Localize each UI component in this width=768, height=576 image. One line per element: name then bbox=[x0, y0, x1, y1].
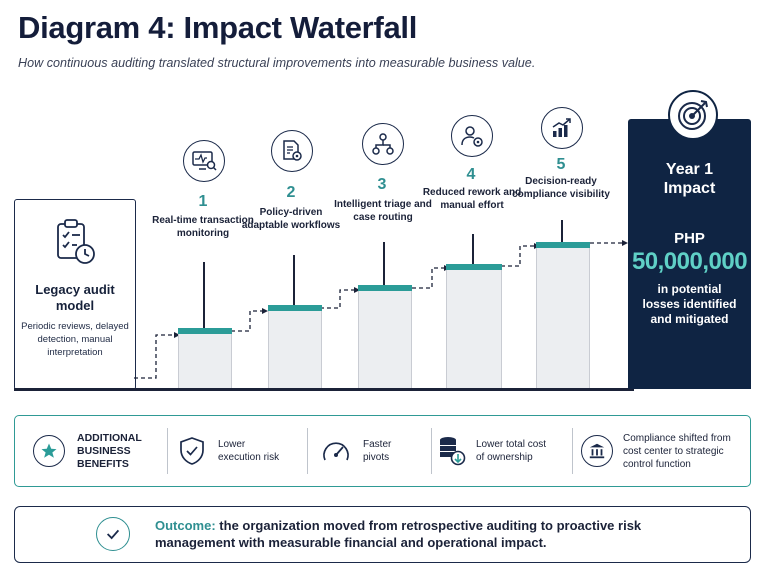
target-icon bbox=[668, 90, 718, 140]
clipboard-clock-icon bbox=[55, 218, 97, 271]
shield-check-icon bbox=[178, 436, 206, 466]
impact-description: in potential losses identified and mitig… bbox=[642, 282, 737, 326]
step-2-bar bbox=[268, 305, 322, 389]
step-2-leader bbox=[293, 255, 295, 305]
divider bbox=[431, 428, 432, 474]
legacy-title: Legacy audit model bbox=[35, 282, 115, 313]
step-3-label: Intelligent triage and case routing bbox=[334, 199, 432, 223]
outcome-text-block: Outcome: the organization moved from ret… bbox=[155, 517, 715, 551]
coins-down-icon bbox=[438, 435, 466, 467]
step-2-label: Policy-driven adaptable workflows bbox=[241, 207, 341, 231]
outcome-text: the organization moved from retrospectiv… bbox=[155, 518, 642, 550]
benefits-heading: ADDITIONAL BUSINESS BENEFITS bbox=[77, 431, 142, 470]
impact-currency: PHP bbox=[674, 230, 705, 247]
step-1-leader bbox=[203, 262, 205, 328]
benefit-item: Compliance shifted from cost center to s… bbox=[581, 416, 746, 486]
step-3-leader bbox=[383, 242, 385, 285]
baseline-axis bbox=[14, 388, 634, 391]
additional-benefits-panel: ADDITIONAL BUSINESS BENEFITS Lower execu… bbox=[14, 415, 751, 487]
step-5-number: 5 bbox=[556, 156, 566, 173]
step-1-number: 1 bbox=[198, 193, 208, 210]
page-title: Diagram 4: Impact Waterfall bbox=[18, 10, 418, 45]
page-subtitle: How continuous auditing translated struc… bbox=[18, 56, 536, 70]
legacy-audit-card: Legacy audit model Periodic reviews, del… bbox=[14, 199, 136, 390]
year-1-impact-panel: Year 1 Impact PHP 50,000,000 in potentia… bbox=[628, 90, 751, 389]
benefit-text: Faster pivots bbox=[363, 439, 392, 463]
monitor-search-icon bbox=[183, 140, 225, 182]
step-5-bar bbox=[536, 242, 590, 389]
person-gear-icon bbox=[451, 115, 493, 157]
step-5-leader bbox=[561, 220, 563, 242]
step-5-label: Decision-ready compliance visibility bbox=[512, 176, 610, 200]
step-4-bar bbox=[446, 264, 502, 389]
institution-icon bbox=[581, 435, 613, 467]
benefit-item: Lower total cost of ownership bbox=[438, 416, 568, 486]
step-1-bar bbox=[178, 328, 232, 389]
benefit-text: Lower total cost of ownership bbox=[476, 439, 547, 463]
speedometer-icon bbox=[321, 438, 351, 464]
star-icon bbox=[33, 435, 65, 467]
divider bbox=[572, 428, 573, 474]
legacy-description: Periodic reviews, delayed detection, man… bbox=[21, 321, 129, 358]
step-1-label: Real-time transaction monitoring bbox=[152, 215, 254, 239]
chart-growth-icon bbox=[541, 107, 583, 149]
outcome-label: Outcome: bbox=[155, 518, 216, 533]
impact-title: Year 1 Impact bbox=[663, 161, 716, 197]
divider bbox=[307, 428, 308, 474]
benefit-text: Compliance shifted from cost center to s… bbox=[623, 432, 731, 470]
step-4-leader bbox=[472, 234, 474, 264]
benefit-item: Faster pivots bbox=[321, 416, 431, 486]
step-4-number: 4 bbox=[466, 166, 476, 183]
step-2-number: 2 bbox=[286, 184, 296, 201]
network-routing-icon bbox=[362, 123, 404, 165]
benefit-item: Lower execution risk bbox=[178, 416, 298, 486]
step-4-label: Reduced rework and manual effort bbox=[422, 187, 522, 211]
step-3-number: 3 bbox=[377, 176, 387, 193]
impact-amount: 50,000,000 bbox=[631, 248, 748, 275]
benefits-heading-cell: ADDITIONAL BUSINESS BENEFITS bbox=[33, 416, 163, 486]
check-circle-icon bbox=[96, 517, 130, 551]
step-3-bar bbox=[358, 285, 412, 389]
benefit-text: Lower execution risk bbox=[218, 439, 280, 463]
divider bbox=[167, 428, 168, 474]
outcome-panel: Outcome: the organization moved from ret… bbox=[14, 506, 751, 563]
document-gear-icon bbox=[271, 130, 313, 172]
